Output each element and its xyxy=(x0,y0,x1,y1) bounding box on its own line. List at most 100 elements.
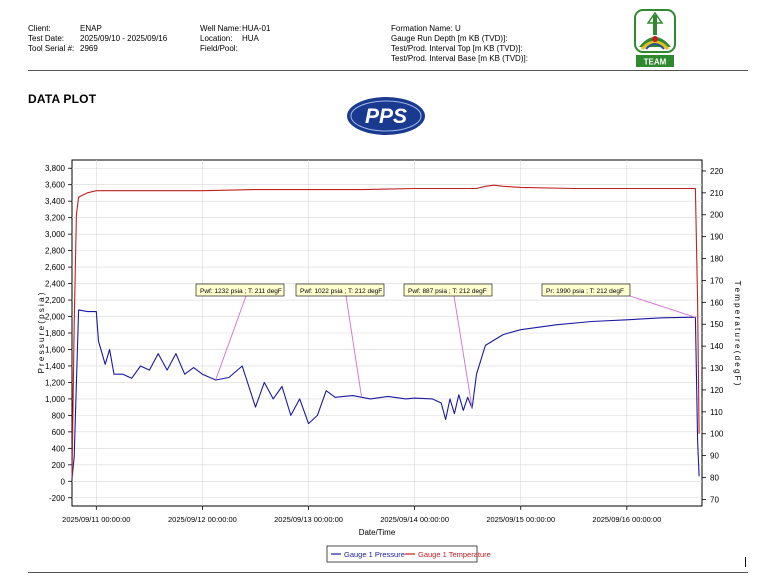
y-axis-label: P r e s s u r e ( p s i a ) xyxy=(37,292,46,373)
callout-text: Pwf: 887 psia ; T: 212 degF xyxy=(408,288,487,295)
client-label: Client: xyxy=(28,24,51,33)
pressure-temperature-chart: -200 0 200 400 600 800 1,000 1,200 1,400 1,600 1,8… xyxy=(37,159,742,563)
y-tick-label: 1,000 xyxy=(45,395,66,404)
y-tick-label: 0 xyxy=(61,477,66,486)
y-tick-label: -200 xyxy=(49,494,66,503)
x-tick-label: 2025/09/11 00:00:00 xyxy=(62,515,130,524)
serial-label: Tool Serial #: xyxy=(28,44,75,53)
footer-divider xyxy=(28,572,748,573)
test-date-label: Test Date: xyxy=(28,34,65,43)
y-tick-label: 3,000 xyxy=(45,230,66,239)
header-col2: Well Name:HUA-01 Location: HUA Field/Pool… xyxy=(200,24,270,54)
y-tick-label: 2,800 xyxy=(45,247,66,256)
y2-tick-label: 140 xyxy=(710,342,724,351)
y2-tick-label: 130 xyxy=(710,364,724,373)
y-tick-label: 1,600 xyxy=(45,345,66,354)
pps-logo: PPS xyxy=(347,97,425,135)
legend: Gauge 1 Pressure Gauge 1 Temperature xyxy=(326,545,491,563)
header-row-well: Well Name:HUA-01 xyxy=(200,24,270,34)
y-tick-label: 3,400 xyxy=(45,197,66,206)
interval-top-label: Test/Prod. Interval Top [m KB (TVD)]: xyxy=(391,44,523,53)
header-col3: Formation Name: U Gauge Run Depth [m KB … xyxy=(391,24,530,64)
y-tick-label: 3,600 xyxy=(45,181,66,190)
y2-axis-label: T e m p e r a t u r e ( d e g F ) xyxy=(733,281,742,386)
interval-base-label: Test/Prod. Interval Base [m KB (TVD)]: xyxy=(391,54,528,63)
y-tick-label: 800 xyxy=(52,411,66,420)
callout-text: Pwf: 1232 psia ; T: 211 degF xyxy=(200,288,282,295)
callout-leader xyxy=(345,295,363,398)
callout-leader xyxy=(453,295,473,409)
legend-box xyxy=(326,545,478,563)
grid-layer xyxy=(71,159,703,507)
y-tick-label: 1,200 xyxy=(45,378,66,387)
y-tick-label: 3,800 xyxy=(45,164,66,173)
y-tick-label: 1,400 xyxy=(45,362,66,371)
pps-logo-text: PPS xyxy=(365,105,407,128)
y2-tick-label: 110 xyxy=(710,408,723,417)
callout-leader xyxy=(215,295,247,380)
y-tick-label: 2,000 xyxy=(45,313,66,322)
y2-tick-label: 170 xyxy=(710,276,724,285)
team-logo: TEAM xyxy=(634,9,676,67)
legend-label: Gauge 1 Pressure xyxy=(344,550,405,559)
legend-label: Gauge 1 Temperature xyxy=(418,550,491,559)
well-label: Well Name: xyxy=(200,24,242,33)
page-marker xyxy=(745,557,746,567)
y-tick-label: 600 xyxy=(52,428,66,437)
logo-text: TEAM xyxy=(644,58,667,67)
callout-text: Pr: 1990 psia ; T: 212 degF xyxy=(546,288,624,295)
header-divider xyxy=(28,70,748,71)
x-axis-label: Date/Time xyxy=(359,528,396,537)
y-tick-label: 200 xyxy=(52,461,66,470)
y2-tick-label: 220 xyxy=(710,167,724,176)
formation-label: Formation Name: xyxy=(391,24,453,33)
y-tick-label: 3,200 xyxy=(45,214,66,223)
callout-text: Pwf: 1022 psia ; T: 212 degF xyxy=(300,288,382,295)
y-tick-label: 400 xyxy=(52,444,66,453)
test-date-value: 2025/09/10 - 2025/09/16 xyxy=(80,34,168,43)
temperature-series-line xyxy=(71,184,700,478)
y-tick-label: 2,600 xyxy=(45,263,66,272)
callout-box xyxy=(541,283,631,297)
header-row-serial: Tool Serial #: 2969 xyxy=(28,44,167,54)
y2-tick-label: 80 xyxy=(710,474,719,483)
header-row-location: Location: HUA xyxy=(200,34,270,44)
y2-tick-label: 180 xyxy=(710,255,724,264)
location-label: Location: xyxy=(200,34,233,43)
callout-box xyxy=(403,283,493,297)
field-label: Field/Pool: xyxy=(200,44,238,53)
y-tick-label: 2,200 xyxy=(45,296,66,305)
header-row-client: Client: ENAP xyxy=(28,24,167,34)
y2-tick-label: 90 xyxy=(710,452,719,461)
header-row-formation: Formation Name: U xyxy=(391,24,530,34)
header-row-gauge-depth: Gauge Run Depth [m KB (TVD)]: xyxy=(391,34,530,44)
y2-tick-label: 120 xyxy=(710,386,724,395)
callout-box xyxy=(195,283,285,297)
y2-tick-label: 150 xyxy=(710,320,724,329)
y2-tick-label: 160 xyxy=(710,298,724,307)
formation-value: U xyxy=(455,24,461,33)
well-value: HUA-01 xyxy=(242,24,271,33)
x-tick-label: 2025/09/15 00:00:00 xyxy=(486,515,555,524)
client-value: ENAP xyxy=(80,24,102,33)
page-title: DATA PLOT xyxy=(28,92,97,106)
callout-leader xyxy=(629,295,696,318)
header-row-interval-top: Test/Prod. Interval Top [m KB (TVD)]: xyxy=(391,44,530,54)
x-tick-label: 2025/09/12 00:00:00 xyxy=(168,515,237,524)
serial-value: 2969 xyxy=(80,44,98,53)
location-value: HUA xyxy=(242,34,259,43)
y2-tick-label: 100 xyxy=(710,430,724,439)
y2-tick-label: 200 xyxy=(710,211,724,220)
pressure-series-line xyxy=(71,309,700,479)
x-tick-label: 2025/09/14 00:00:00 xyxy=(380,515,449,524)
annotation-layer: Pwf: 1232 psia ; T: 211 degF Pwf: 1022 ps… xyxy=(195,283,696,409)
y-tick-label: 1,800 xyxy=(45,329,66,338)
header-row-field: Field/Pool: xyxy=(200,44,270,54)
y-tick-label: 2,400 xyxy=(45,280,66,289)
gauge-depth-label: Gauge Run Depth [m KB (TVD)]: xyxy=(391,34,508,43)
header-col1: Client: ENAP Test Date: 2025/09/10 - 2025/… xyxy=(28,24,167,54)
x-tick-label: 2025/09/16 00:00:00 xyxy=(592,515,661,524)
y2-tick-label: 210 xyxy=(710,189,724,198)
series-layer xyxy=(71,184,700,479)
header-row-interval-base: Test/Prod. Interval Base [m KB (TVD)]: xyxy=(391,54,530,64)
